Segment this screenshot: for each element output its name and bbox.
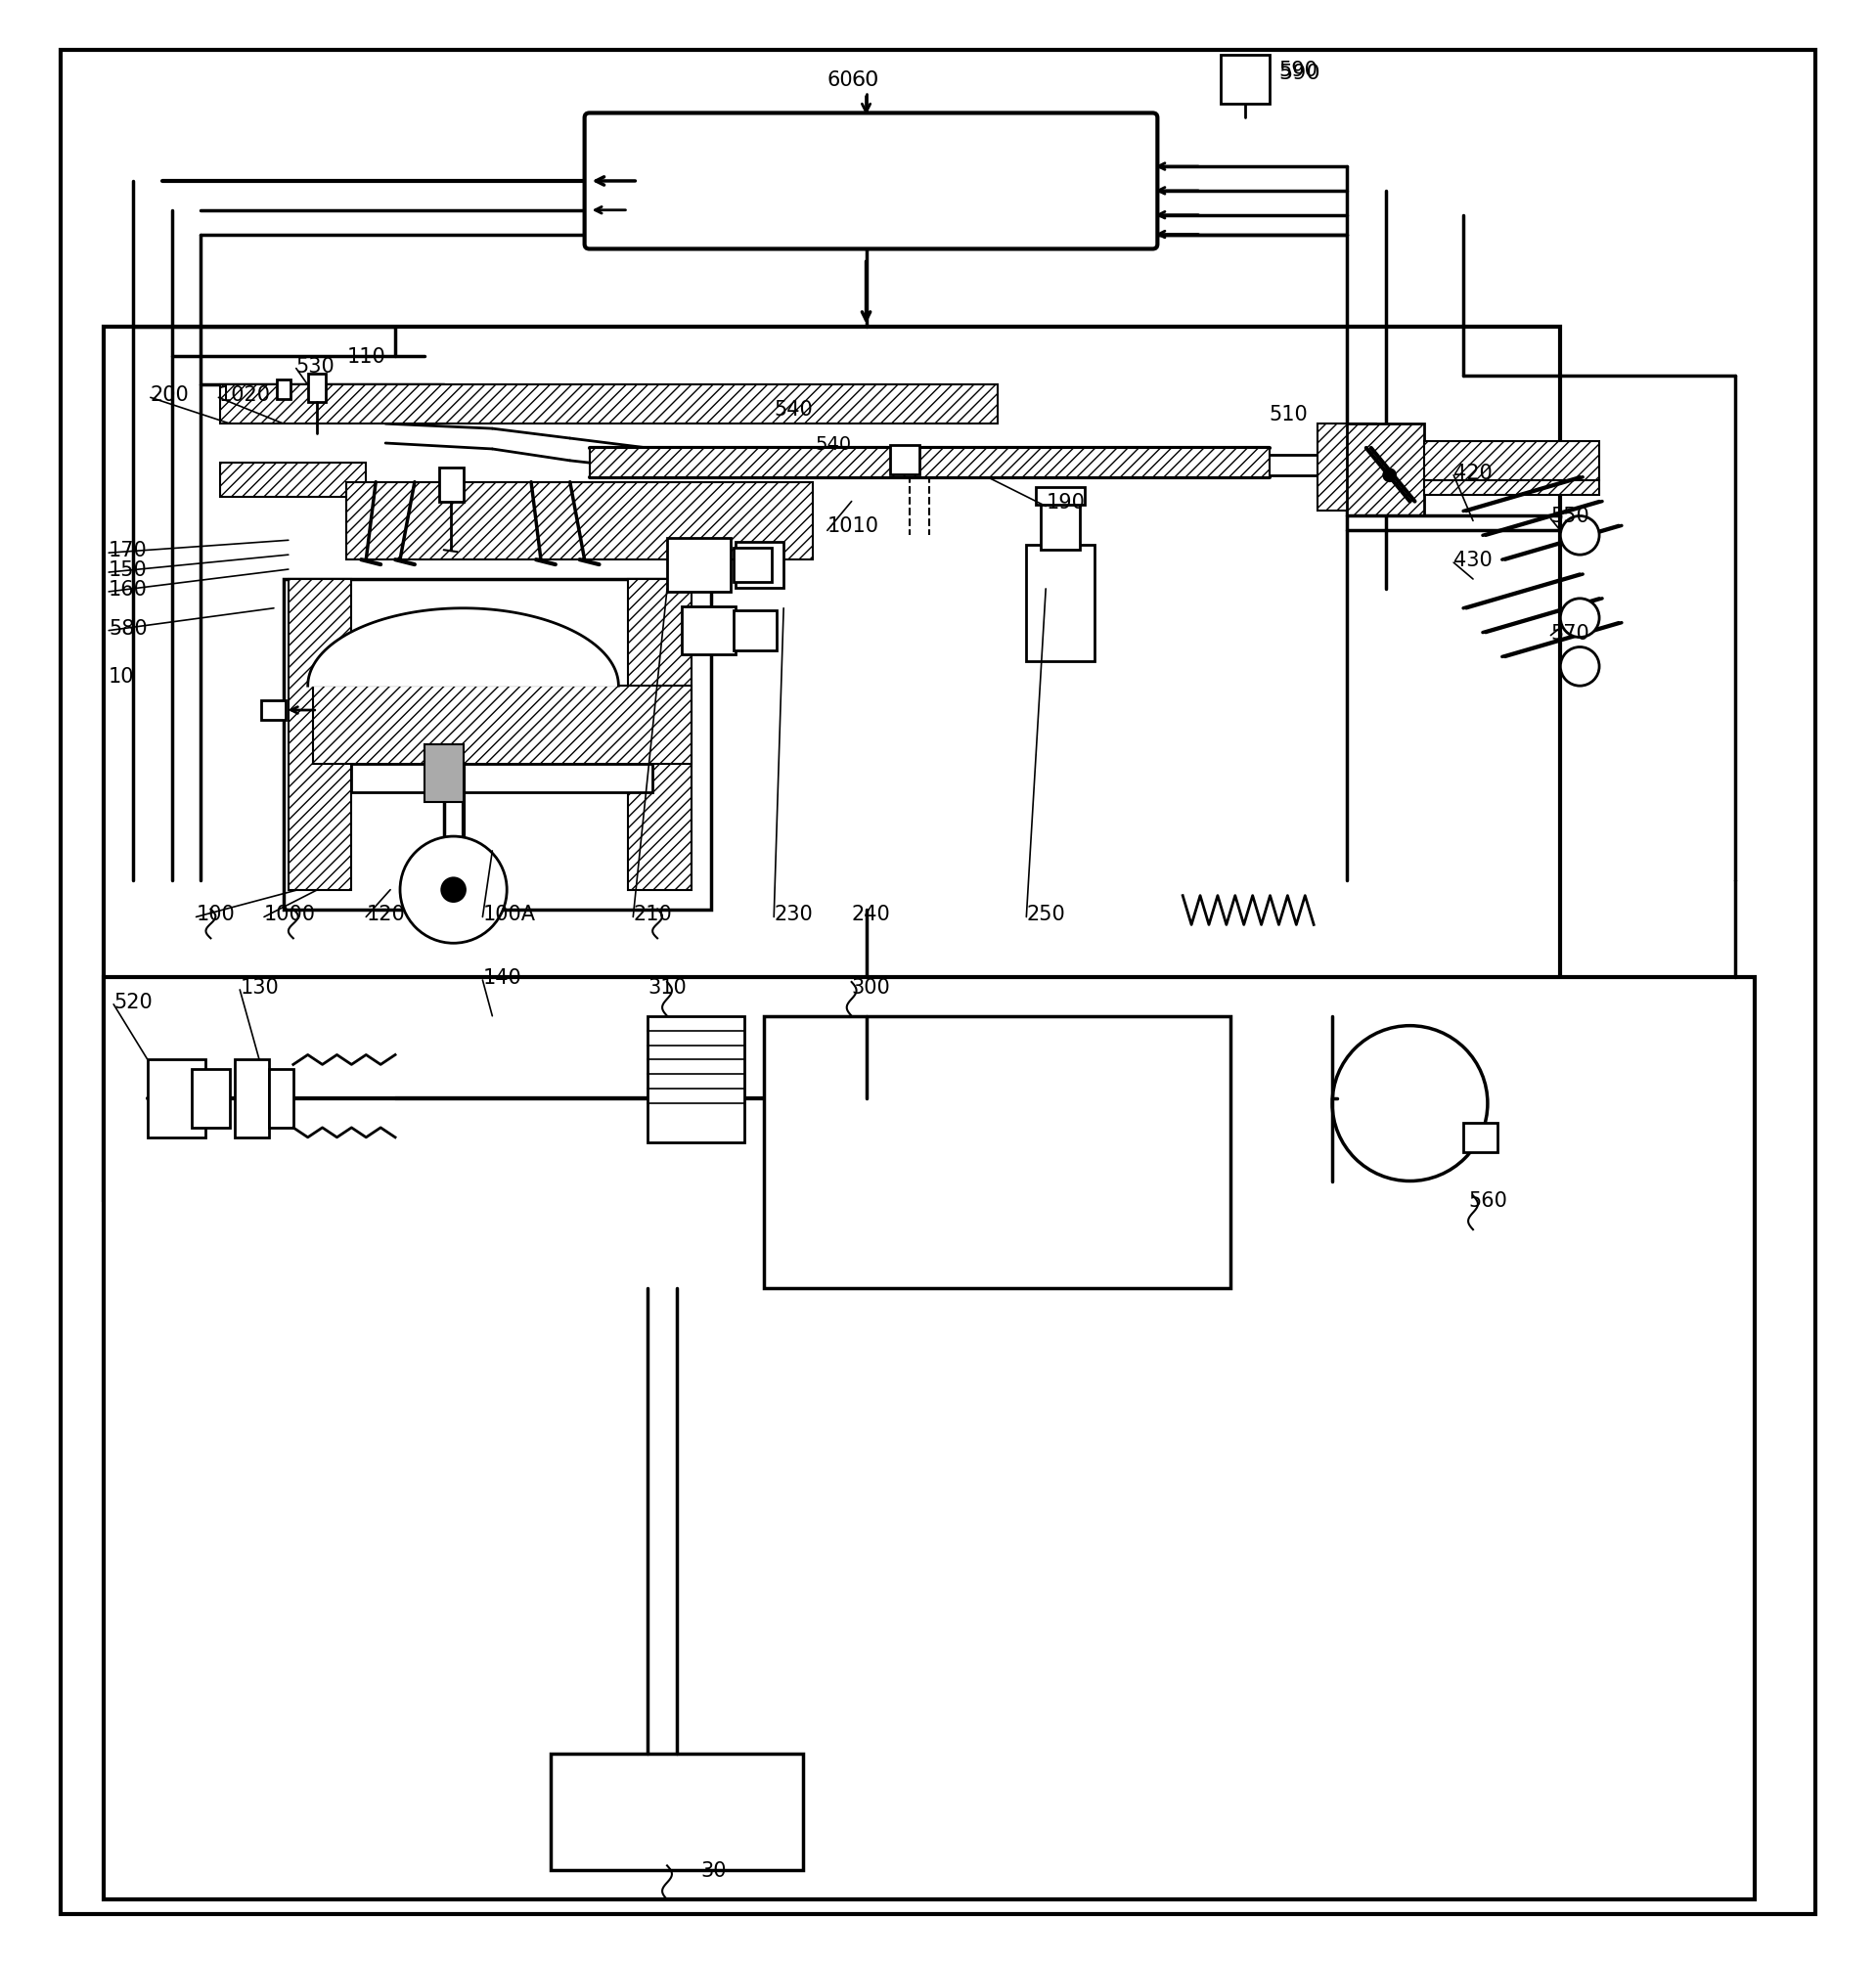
Text: 300: 300 xyxy=(852,977,891,996)
Text: 120: 120 xyxy=(366,904,405,924)
Circle shape xyxy=(1561,516,1598,555)
Text: 10: 10 xyxy=(109,667,135,686)
Bar xyxy=(308,375,325,404)
Text: 230: 230 xyxy=(775,904,812,924)
Bar xyxy=(234,1061,268,1137)
Text: 170: 170 xyxy=(109,541,148,561)
Bar xyxy=(351,765,653,792)
Text: 310: 310 xyxy=(647,977,687,996)
Text: 150: 150 xyxy=(109,561,148,580)
Text: 130: 130 xyxy=(240,977,280,996)
Text: 510: 510 xyxy=(1268,404,1308,424)
Circle shape xyxy=(1561,647,1598,686)
FancyBboxPatch shape xyxy=(585,114,1157,249)
Bar xyxy=(103,979,1754,1900)
Text: 190: 190 xyxy=(1045,492,1084,512)
Text: 100A: 100A xyxy=(482,904,535,924)
Text: 430: 430 xyxy=(1454,551,1493,571)
Text: 530: 530 xyxy=(296,357,336,377)
Bar xyxy=(628,580,692,890)
Bar xyxy=(764,1016,1231,1288)
Bar xyxy=(219,463,366,498)
Text: 580: 580 xyxy=(109,618,148,637)
Bar xyxy=(148,1061,206,1137)
Text: 420: 420 xyxy=(1454,463,1493,482)
Bar xyxy=(1036,488,1084,506)
Text: 250: 250 xyxy=(1026,904,1066,924)
Bar xyxy=(313,686,692,765)
Text: 140: 140 xyxy=(482,969,522,988)
Circle shape xyxy=(1384,471,1396,482)
Text: 210: 210 xyxy=(632,904,672,924)
Bar xyxy=(681,606,735,655)
Text: 1000: 1000 xyxy=(265,904,315,924)
Bar xyxy=(103,327,1561,1200)
Bar xyxy=(734,549,771,582)
Text: 590: 590 xyxy=(1279,61,1317,80)
Bar xyxy=(589,449,1270,478)
Bar xyxy=(1041,502,1081,551)
Bar xyxy=(1026,545,1094,663)
Text: 60: 60 xyxy=(852,71,880,90)
Bar xyxy=(439,469,463,502)
Text: 560: 560 xyxy=(1469,1190,1506,1210)
Text: 100: 100 xyxy=(197,904,234,924)
Bar xyxy=(261,700,285,720)
Bar xyxy=(219,386,998,424)
Bar xyxy=(347,482,812,561)
Circle shape xyxy=(400,837,507,943)
Bar xyxy=(647,1016,745,1143)
Bar xyxy=(191,1071,231,1128)
Circle shape xyxy=(1332,1026,1488,1181)
Bar xyxy=(1221,55,1270,104)
Bar xyxy=(735,543,784,588)
Text: 30: 30 xyxy=(702,1861,728,1881)
Bar xyxy=(283,580,711,910)
Bar xyxy=(1424,441,1598,480)
Bar xyxy=(1463,1124,1497,1153)
Bar xyxy=(550,1753,803,1871)
Bar xyxy=(289,580,351,890)
Bar xyxy=(668,539,730,592)
Bar xyxy=(734,610,777,651)
Text: 1020: 1020 xyxy=(218,386,270,406)
Text: 520: 520 xyxy=(114,992,152,1012)
Bar xyxy=(1347,424,1424,516)
Bar xyxy=(278,380,291,400)
Bar xyxy=(424,745,463,802)
Bar xyxy=(1317,424,1375,512)
Circle shape xyxy=(443,879,465,902)
Bar xyxy=(268,1071,293,1128)
Text: 200: 200 xyxy=(150,386,189,406)
Polygon shape xyxy=(308,608,619,686)
Text: 590: 590 xyxy=(1279,63,1321,82)
Text: 540: 540 xyxy=(775,400,812,420)
Text: 240: 240 xyxy=(852,904,891,924)
Text: 1010: 1010 xyxy=(827,516,880,535)
Bar xyxy=(1424,480,1598,496)
Text: 60: 60 xyxy=(827,71,854,90)
Text: 160: 160 xyxy=(109,580,148,600)
Text: 570: 570 xyxy=(1551,624,1589,643)
Text: 540: 540 xyxy=(816,435,852,453)
Circle shape xyxy=(1561,600,1598,637)
Bar xyxy=(891,445,919,475)
Text: 550: 550 xyxy=(1551,506,1589,526)
Text: 110: 110 xyxy=(347,347,386,367)
